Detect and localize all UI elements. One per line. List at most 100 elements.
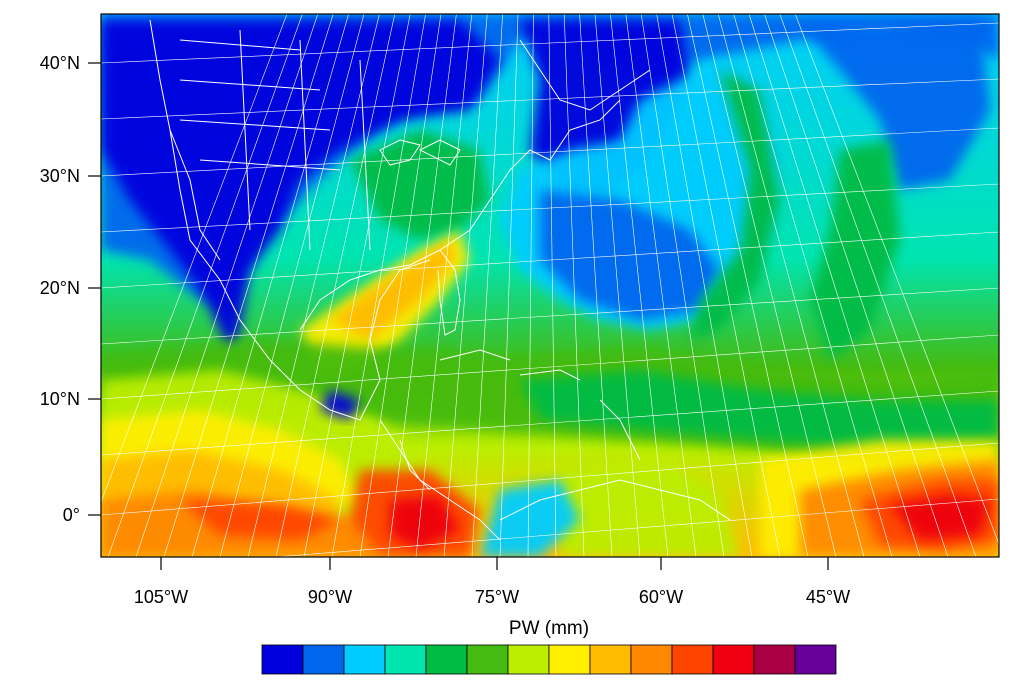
colorbar-swatch bbox=[302, 644, 345, 675]
latitude-line bbox=[101, 127, 999, 177]
longitude-line bbox=[443, 14, 488, 557]
land-outline bbox=[379, 139, 421, 166]
latitude-label: 40°N bbox=[40, 53, 80, 73]
land-outline bbox=[599, 399, 641, 461]
map-field bbox=[101, 14, 999, 557]
land-outline bbox=[299, 39, 311, 251]
longitude-line bbox=[779, 14, 977, 557]
colorbar-swatch bbox=[548, 644, 591, 675]
colorbar-swatch bbox=[343, 644, 386, 675]
longitude-line bbox=[594, 14, 641, 557]
pw-field-blobs bbox=[101, 14, 999, 557]
longitude-line bbox=[471, 14, 503, 557]
colorbar-title: PW (mm) bbox=[509, 618, 589, 639]
longitude-line bbox=[275, 14, 396, 557]
longitude-line bbox=[219, 14, 365, 557]
longitude-line bbox=[247, 14, 380, 557]
map-frame bbox=[100, 13, 1000, 558]
pw-contour-region bbox=[690, 70, 780, 340]
longitude-label: 60°W bbox=[639, 587, 683, 607]
colorbar-swatch bbox=[261, 644, 304, 675]
pw-contour-region bbox=[890, 495, 990, 540]
land-outline bbox=[379, 419, 501, 541]
longitude-label: 75°W bbox=[475, 587, 519, 607]
longitude-ticks: 105°W 90°W 75°W 60°W 45°W bbox=[134, 557, 850, 607]
latitude-label: 30°N bbox=[40, 166, 80, 186]
land-outline bbox=[499, 479, 731, 521]
longitude-line bbox=[527, 14, 534, 557]
land-outline bbox=[329, 259, 431, 421]
land-outline bbox=[149, 19, 331, 411]
graticule-lines bbox=[101, 14, 999, 557]
longitude-line bbox=[717, 14, 865, 557]
colorbar-swatch bbox=[794, 644, 837, 675]
land-outline bbox=[179, 39, 301, 51]
longitude-line bbox=[764, 14, 949, 557]
colorbar-swatch bbox=[589, 644, 632, 675]
longitude-line bbox=[101, 14, 288, 503]
longitude-line bbox=[548, 14, 557, 557]
land-outline bbox=[239, 29, 251, 231]
longitude-line bbox=[303, 14, 411, 557]
latitude-line bbox=[101, 334, 999, 400]
longitude-line bbox=[499, 14, 519, 557]
latitude-line bbox=[271, 498, 999, 557]
longitude-line bbox=[733, 14, 893, 557]
colorbar-swatch bbox=[425, 644, 468, 675]
longitude-line bbox=[702, 14, 837, 557]
latitude-line bbox=[101, 183, 999, 233]
pw-contour-region bbox=[810, 140, 900, 360]
latitude-ticks: 40°N 30°N 20°N 10°N 0° bbox=[40, 53, 101, 525]
pw-contour-region bbox=[520, 370, 999, 450]
latitude-label: 10°N bbox=[40, 389, 80, 409]
colorbar-swatch bbox=[712, 644, 755, 675]
colorbar-swatch bbox=[466, 644, 509, 675]
latitude-line bbox=[101, 287, 999, 345]
longitude-line bbox=[748, 14, 921, 557]
longitude-label: 105°W bbox=[134, 587, 188, 607]
longitude-line bbox=[687, 14, 809, 557]
pw-contour-region bbox=[320, 390, 360, 420]
longitude-line bbox=[625, 14, 697, 557]
land-outline bbox=[179, 79, 321, 91]
pw-contour-region bbox=[800, 20, 990, 190]
land-outline bbox=[179, 119, 331, 131]
pw-contour-region bbox=[101, 20, 500, 350]
land-outline bbox=[437, 249, 461, 336]
longitude-line bbox=[671, 14, 781, 557]
land-outline bbox=[519, 39, 651, 111]
longitude-line bbox=[387, 14, 457, 557]
longitude-line bbox=[794, 14, 999, 545]
longitude-line bbox=[656, 14, 753, 557]
pw-contour-region bbox=[390, 495, 460, 550]
land-outline bbox=[199, 159, 341, 171]
land-outline bbox=[418, 139, 461, 166]
longitude-label: 90°W bbox=[308, 587, 352, 607]
longitude-line bbox=[579, 14, 613, 557]
longitude-line bbox=[331, 14, 426, 557]
land-outline bbox=[169, 129, 221, 261]
pw-contour-region bbox=[180, 500, 340, 540]
colorbar-swatch bbox=[384, 644, 427, 675]
land-outline bbox=[439, 349, 511, 361]
land-outline bbox=[299, 249, 441, 331]
longitude-line bbox=[359, 14, 442, 557]
longitude-line bbox=[563, 14, 585, 557]
colorbar-swatch bbox=[753, 644, 796, 675]
longitude-line bbox=[415, 14, 473, 557]
longitude-line bbox=[107, 14, 303, 557]
colorbar-swatch bbox=[507, 644, 550, 675]
land-outline bbox=[519, 369, 581, 381]
land-outline bbox=[439, 99, 621, 251]
longitude-line bbox=[610, 14, 669, 557]
longitude-line bbox=[191, 14, 349, 557]
longitude-label: 45°W bbox=[806, 587, 850, 607]
colorbar-swatch bbox=[671, 644, 714, 675]
land-outline bbox=[359, 59, 371, 251]
latitude-line bbox=[101, 442, 999, 516]
longitude-line bbox=[163, 14, 334, 557]
latitude-line bbox=[101, 22, 999, 64]
colorbar bbox=[261, 644, 837, 675]
pw-contour-region bbox=[330, 240, 455, 340]
